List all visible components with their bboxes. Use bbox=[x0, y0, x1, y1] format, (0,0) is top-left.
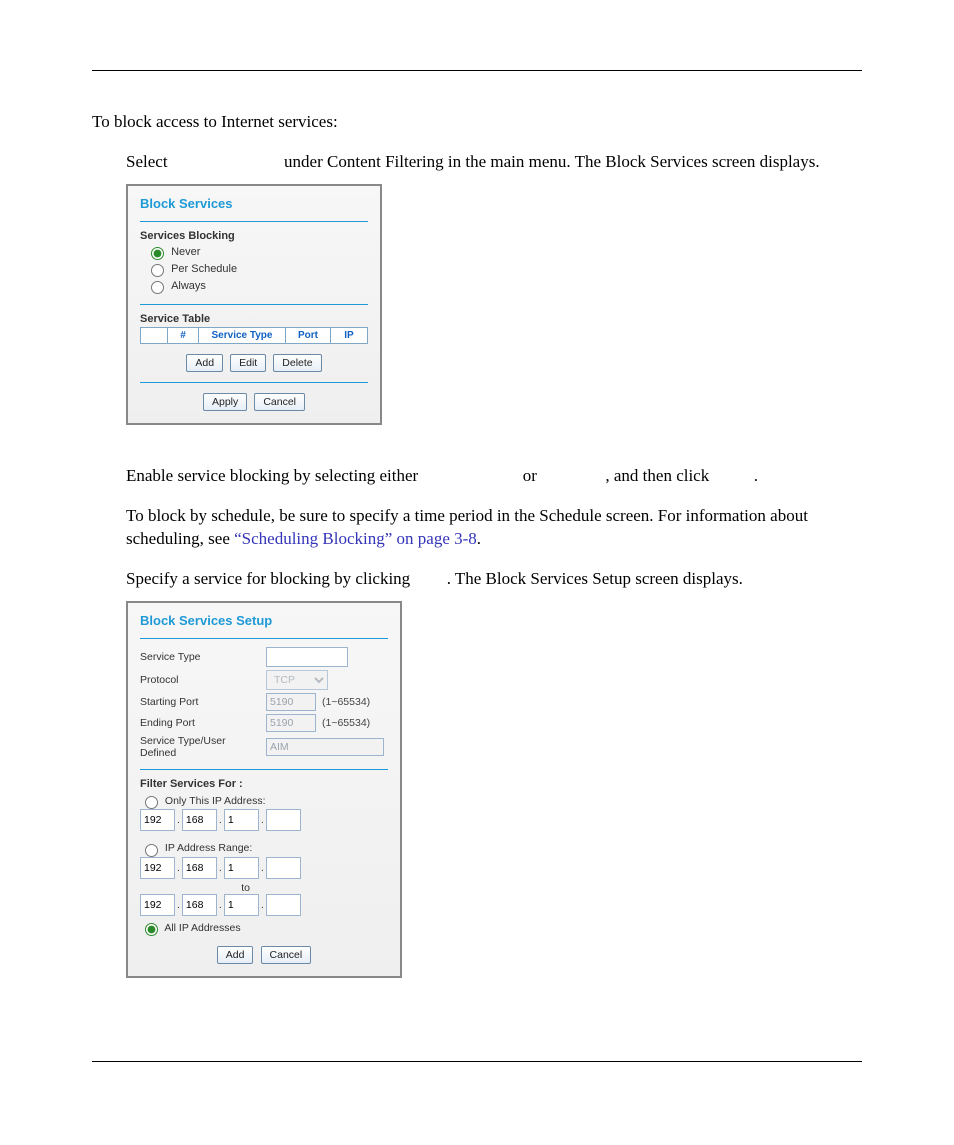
add-button[interactable]: Add bbox=[186, 354, 223, 372]
starting-port-label: Starting Port bbox=[140, 696, 260, 708]
range-from-2[interactable] bbox=[182, 857, 217, 879]
step4-a: Specify a service for blocking by clicki… bbox=[126, 569, 410, 588]
service-type-label: Service Type bbox=[140, 651, 260, 663]
only-ip-1[interactable] bbox=[140, 809, 175, 831]
intro-line: To block access to Internet services: bbox=[92, 111, 862, 134]
block-services-setup-panel: Block Services Setup Service Type AIM Pr… bbox=[126, 601, 402, 978]
step1-text-b: under Content Filtering in the main menu… bbox=[284, 152, 820, 171]
document-page: To block access to Internet services: Se… bbox=[0, 0, 954, 1145]
radio-always-label: Always bbox=[171, 280, 206, 292]
radio-ip-range[interactable] bbox=[145, 844, 158, 857]
scheduling-link[interactable]: “Scheduling Blocking” on page 3-8 bbox=[234, 529, 477, 548]
step4-b: . The Block Services Setup screen displa… bbox=[447, 569, 743, 588]
bottom-rule bbox=[92, 1061, 862, 1062]
range-to-label: to bbox=[140, 882, 250, 894]
range-to-1[interactable] bbox=[140, 894, 175, 916]
only-this-ip-label: Only This IP Address: bbox=[165, 794, 266, 806]
step2-a: Enable service blocking by selecting eit… bbox=[126, 466, 418, 485]
radio-never-label: Never bbox=[171, 246, 200, 258]
top-rule bbox=[92, 70, 862, 71]
delete-button[interactable]: Delete bbox=[273, 354, 321, 372]
step-1: Select under Content Filtering in the ma… bbox=[126, 151, 862, 174]
setup-add-button[interactable]: Add bbox=[217, 946, 254, 964]
service-table-heading: Service Table bbox=[140, 313, 368, 325]
starting-port-input[interactable] bbox=[266, 693, 316, 711]
block-services-panel: Block Services Services Blocking Never P… bbox=[126, 184, 382, 425]
panel1-divider-3 bbox=[140, 382, 368, 383]
th-hash: # bbox=[168, 327, 199, 343]
only-ip-4[interactable] bbox=[266, 809, 301, 831]
range-from-3[interactable] bbox=[224, 857, 259, 879]
panel2-title: Block Services Setup bbox=[140, 613, 388, 628]
range-from-1[interactable] bbox=[140, 857, 175, 879]
panel1-divider-1 bbox=[140, 221, 368, 222]
ending-port-input[interactable] bbox=[266, 714, 316, 732]
step2-c: , and then click bbox=[605, 466, 709, 485]
only-ip-2[interactable] bbox=[182, 809, 217, 831]
protocol-select[interactable]: TCP bbox=[266, 670, 328, 690]
only-ip-3[interactable] bbox=[224, 809, 259, 831]
step1-text-a: Select bbox=[126, 152, 168, 171]
edit-button[interactable]: Edit bbox=[230, 354, 266, 372]
protocol-label: Protocol bbox=[140, 674, 260, 686]
start-port-note: (1~65534) bbox=[322, 696, 370, 708]
step2-b: or bbox=[523, 466, 537, 485]
range-to-3[interactable] bbox=[224, 894, 259, 916]
service-type-select[interactable]: AIM bbox=[266, 647, 348, 667]
radio-per-schedule[interactable] bbox=[151, 264, 164, 277]
th-port: Port bbox=[286, 327, 331, 343]
service-table: # Service Type Port IP bbox=[140, 327, 368, 344]
user-defined-input[interactable] bbox=[266, 738, 384, 756]
filter-for-heading: Filter Services For : bbox=[140, 778, 388, 790]
setup-cancel-button[interactable]: Cancel bbox=[261, 946, 312, 964]
step-4: Specify a service for blocking by clicki… bbox=[126, 568, 862, 591]
panel1-divider-2 bbox=[140, 304, 368, 305]
step-2: Enable service blocking by selecting eit… bbox=[126, 465, 862, 488]
step2-d: . bbox=[754, 466, 758, 485]
cancel-button[interactable]: Cancel bbox=[254, 393, 305, 411]
radio-only-this-ip[interactable] bbox=[145, 796, 158, 809]
th-ip: IP bbox=[331, 327, 368, 343]
radio-always[interactable] bbox=[151, 281, 164, 294]
step-3: To block by schedule, be sure to specify… bbox=[126, 505, 862, 551]
user-defined-label: Service Type/User Defined bbox=[140, 735, 260, 759]
panel1-title: Block Services bbox=[140, 196, 368, 211]
ip-range-label: IP Address Range: bbox=[165, 842, 261, 854]
range-from-4[interactable] bbox=[266, 857, 301, 879]
th-service-type: Service Type bbox=[199, 327, 286, 343]
range-to-2[interactable] bbox=[182, 894, 217, 916]
radio-all-ip[interactable] bbox=[145, 923, 158, 936]
step3-b: . bbox=[477, 529, 481, 548]
apply-button[interactable]: Apply bbox=[203, 393, 247, 411]
services-blocking-heading: Services Blocking bbox=[140, 230, 368, 242]
range-to-4[interactable] bbox=[266, 894, 301, 916]
panel2-divider-1 bbox=[140, 638, 388, 639]
ending-port-label: Ending Port bbox=[140, 717, 260, 729]
panel2-divider-2 bbox=[140, 769, 388, 770]
end-port-note: (1~65534) bbox=[322, 717, 370, 729]
all-ip-label: All IP Addresses bbox=[164, 921, 240, 933]
radio-never[interactable] bbox=[151, 247, 164, 260]
radio-per-schedule-label: Per Schedule bbox=[171, 263, 237, 275]
